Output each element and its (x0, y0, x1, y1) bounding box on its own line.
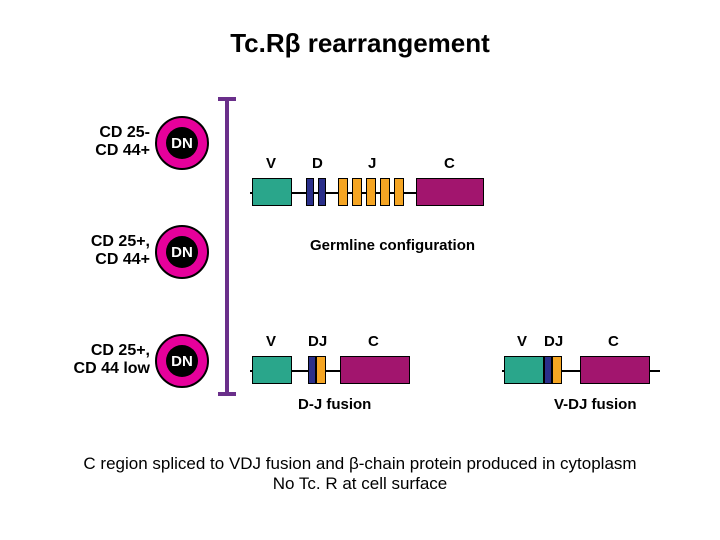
germline-J-segment-0 (338, 178, 348, 206)
vdj-fusion-caption: V-DJ fusion (554, 396, 637, 413)
axis-tick-top (218, 97, 236, 101)
germline-D-label: D (312, 155, 323, 172)
dn-cell-2: DN (155, 225, 209, 279)
title-pre: Tc.R (230, 28, 284, 58)
bottom-text: C region spliced to VDJ fusion and β-cha… (0, 454, 720, 494)
vdj-C-segment (580, 356, 650, 384)
vdj-V-label: V (517, 333, 527, 350)
bottom-line1-pre: C region spliced to VDJ fusion and (83, 454, 349, 473)
dj-DJ-label: DJ (308, 333, 327, 350)
cell-label-2: CD 25+,CD 44+ (70, 233, 150, 269)
dj-V-label: V (266, 333, 276, 350)
dj-D-segment (308, 356, 316, 384)
germline-V-segment (252, 178, 292, 206)
vertical-axis (225, 97, 229, 396)
vdj-V-segment (504, 356, 544, 384)
germline-D-segment-0 (306, 178, 314, 206)
title-post: rearrangement (300, 28, 489, 58)
dn-label: DN (155, 225, 209, 279)
bottom-line1-beta: β (349, 454, 359, 473)
cell-label-3: CD 25+,CD 44 low (70, 342, 150, 378)
dn-cell-3: DN (155, 334, 209, 388)
bottom-line1-post: -chain protein produced in cytoplasm (359, 454, 637, 473)
dj-C-label: C (368, 333, 379, 350)
dj-C-segment (340, 356, 410, 384)
germline-C-label: C (444, 155, 455, 172)
dj-V-segment (252, 356, 292, 384)
page-title: Tc.Rβ rearrangement (0, 28, 720, 59)
germline-C-segment (416, 178, 484, 206)
title-beta: β (285, 28, 301, 58)
germline-J-segment-4 (394, 178, 404, 206)
dj-J-segment (316, 356, 326, 384)
germline-caption: Germline configuration (310, 237, 475, 254)
germline-J-label: J (368, 155, 376, 172)
dn-cell-1: DN (155, 116, 209, 170)
germline-J-segment-2 (366, 178, 376, 206)
germline-J-segment-3 (380, 178, 390, 206)
vdj-J-segment (552, 356, 562, 384)
germline-J-segment-1 (352, 178, 362, 206)
vdj-D-segment (544, 356, 552, 384)
bottom-line2: No Tc. R at cell surface (273, 474, 447, 493)
vdj-C-label: C (608, 333, 619, 350)
germline-V-label: V (266, 155, 276, 172)
dn-label: DN (155, 334, 209, 388)
cell-label-1: CD 25-CD 44+ (70, 124, 150, 160)
germline-D-segment-1 (318, 178, 326, 206)
vdj-DJ-label: DJ (544, 333, 563, 350)
axis-tick-bottom (218, 392, 236, 396)
dn-label: DN (155, 116, 209, 170)
dj-fusion-caption: D-J fusion (298, 396, 371, 413)
